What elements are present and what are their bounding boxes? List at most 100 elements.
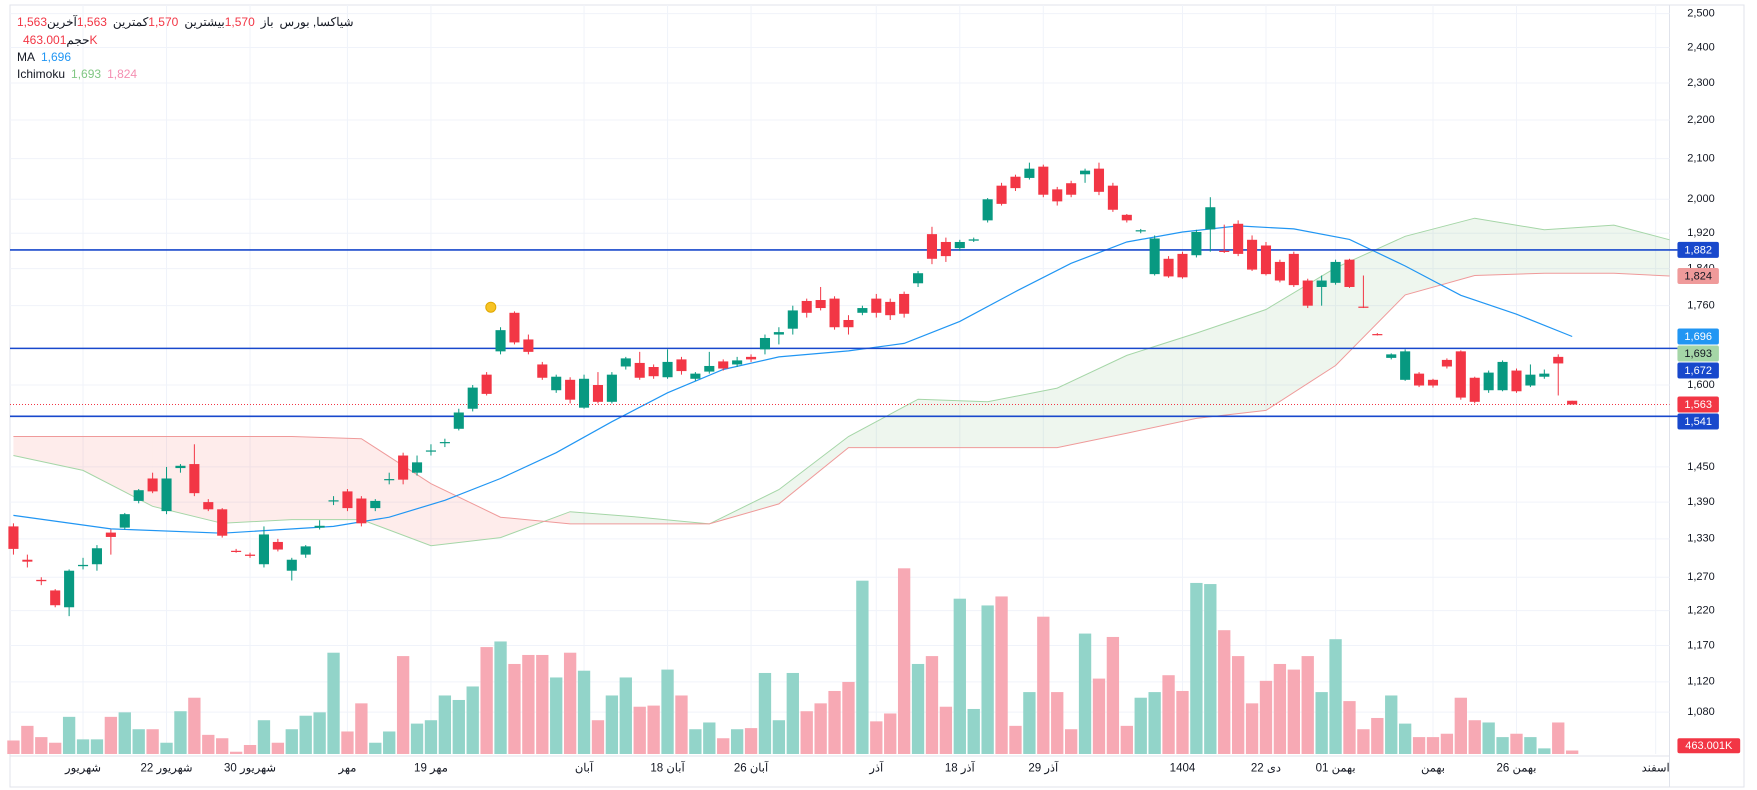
candle-body [829,298,840,328]
volume-bar [786,672,799,754]
x-tick-label: 26 بهمن [1497,763,1537,775]
cloud-fill [848,399,919,448]
volume-bar [1106,636,1120,754]
y-tick-label: 1,120 [1687,676,1715,688]
volume-bar [1148,692,1161,754]
candle-body [8,526,19,549]
candle-body [704,365,715,372]
volume-bar [647,705,660,754]
ichimoku-value: 1,693 [71,67,102,81]
volume-bar [508,663,521,754]
volume-bar [981,605,994,754]
candle-body [133,490,144,501]
y-tick-label: 2,500 [1687,7,1715,19]
candle-body [453,412,464,429]
candle-body [1121,214,1132,221]
candle-body [1066,183,1077,195]
last-label: آخرین [47,15,77,29]
volume-bar [1426,737,1440,754]
candle-body [1024,168,1035,178]
x-tick-label: شهریور [64,763,101,775]
volume-bar [104,716,118,754]
volume-bar [1259,680,1273,754]
level-label: 1,882 [1684,244,1712,256]
volume-bar [1134,697,1147,754]
volume-bar [229,751,243,754]
candle-body [801,300,812,313]
y-tick-label: 2,200 [1687,114,1715,126]
volume-bar [396,656,410,754]
candle-body [425,450,437,452]
candle-body [231,550,242,552]
cloud-fill [222,436,292,524]
candle-body [1093,168,1105,192]
candle-body [648,366,659,377]
candle-body [356,498,367,524]
volume-bar [1051,692,1064,754]
volume-bar [744,728,758,754]
level-label: 1,672 [1684,365,1712,377]
candle-body [36,579,47,582]
candle-body [1247,239,1258,270]
y-tick-label: 1,330 [1687,533,1715,545]
candle-body [314,525,325,528]
volume-bar [967,708,980,754]
y-tick-label: 1,270 [1687,571,1715,583]
ichimoku-line: Ichimoku 1,693 1,824 [17,66,137,82]
volume-bar [1357,729,1370,754]
volume-bar [925,656,939,754]
x-tick-label: آبان [575,760,594,775]
candle-body [217,509,228,536]
volume-bar [494,641,507,754]
volume-bar [466,686,479,754]
ma-value: 1,696 [41,50,72,64]
candle-body [1205,207,1216,230]
volume-bar [1538,748,1551,754]
candle-body [189,464,200,494]
volume-bar [842,681,855,754]
y-tick-label: 1,390 [1687,496,1715,508]
volume-bar [1204,584,1217,754]
ma-label: 1,696 [1684,331,1712,343]
volume-bar [577,670,591,754]
quote-line: شیاکسا, بورس باز 1,570 بیشترین 1,570 کمت… [17,14,354,30]
y-tick-label: 2,400 [1687,41,1715,53]
candle-body [996,185,1007,204]
volume-bar [619,677,632,754]
cloud-fill [987,388,1058,448]
volume-bar [7,740,20,754]
volume-bar [1329,639,1342,754]
volume-bar [939,706,953,754]
y-tick-label: 1,600 [1687,379,1715,391]
candle-body [119,514,130,528]
volume-bar [76,739,90,754]
candle-body [77,564,89,567]
volume-bar [341,731,354,754]
x-tick-label: مهر [338,763,357,775]
y-tick-label: 2,000 [1687,193,1715,205]
candle-body [286,559,297,571]
volume-label: 463.001K [1685,740,1733,752]
candle-body [773,332,784,335]
candle-body [300,546,311,555]
x-tick-label: 22 شهریور [141,763,193,775]
volume-bar [703,722,716,754]
volume-bar [1287,669,1300,754]
volume-value: 463.001K [23,33,98,47]
volume-bar [1037,616,1050,754]
volume-bar [675,695,688,754]
candle-body [1400,351,1411,380]
volume-bar [758,672,772,754]
volume-bar [369,742,382,754]
x-tick-label: 30 شهریور [224,763,276,775]
high-label: بیشترین [184,15,225,29]
candle-body [22,559,33,562]
x-tick-label: 18 آذر [945,760,976,775]
x-tick-label: 19 مهر [414,763,448,775]
volume-bar [1301,656,1314,754]
candle-body [662,361,673,378]
candle-body [634,362,645,378]
cloud-fill [1265,267,1336,411]
event-marker [485,301,497,313]
cloud-fill [361,438,431,546]
